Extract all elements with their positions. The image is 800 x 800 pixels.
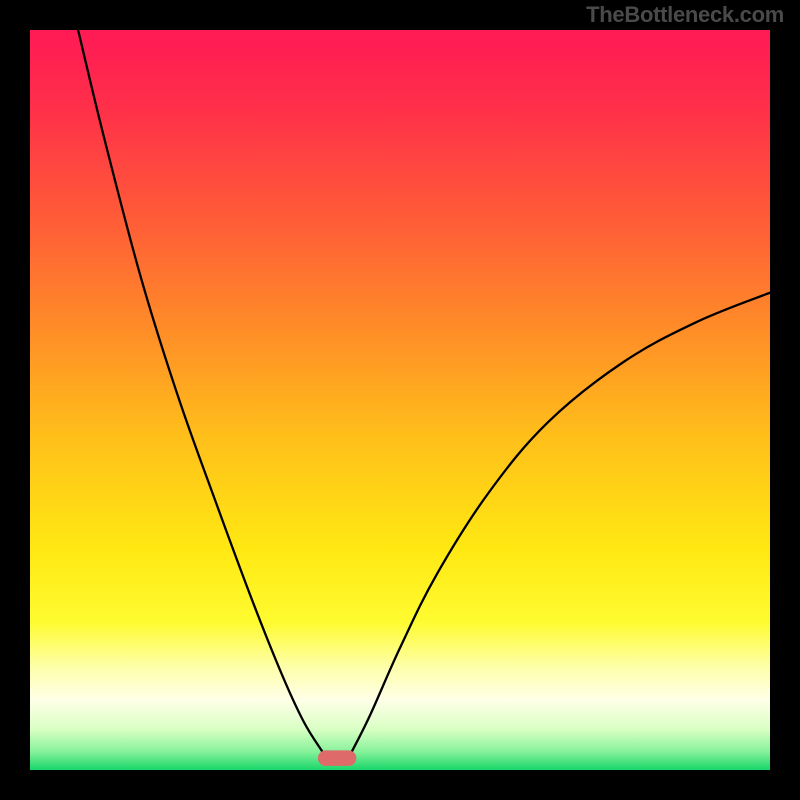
bottleneck-marker [318, 750, 356, 766]
bottleneck-chart [0, 0, 800, 800]
chart-container: TheBottleneck.com [0, 0, 800, 800]
plot-background [30, 30, 770, 770]
